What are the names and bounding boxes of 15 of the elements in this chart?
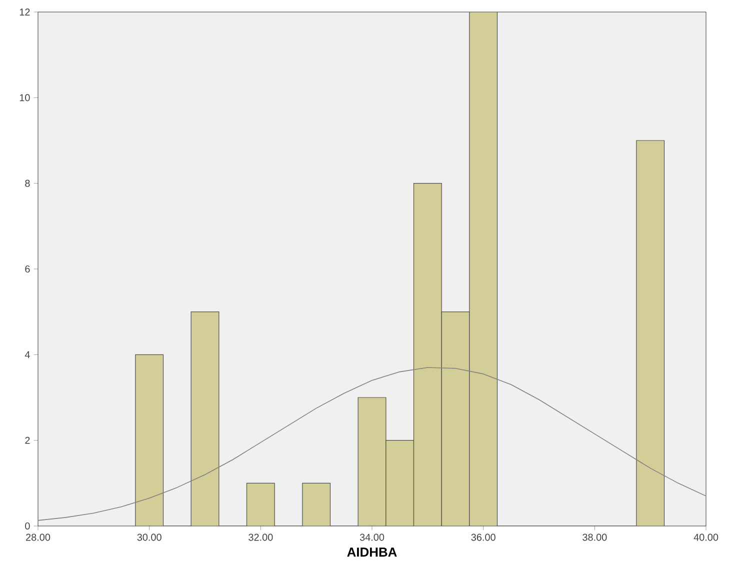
y-tick-label: 12 [20, 8, 30, 16]
y-tick-label: 2 [25, 436, 30, 444]
x-tick-label: 28.00 [26, 534, 50, 541]
x-tick-label: 32.00 [248, 534, 273, 541]
x-tick-label: 40.00 [694, 534, 718, 541]
y-tick-label: 0 [25, 522, 30, 530]
x-tick-label: 38.00 [582, 534, 607, 541]
y-tick-label: 8 [25, 180, 30, 187]
x-tick-label: 36.00 [471, 534, 496, 541]
y-tick-label: 6 [25, 265, 30, 273]
y-tick-label: 4 [24, 351, 30, 358]
x-tick-label: 30.00 [137, 534, 162, 541]
x-axis-title: AIDHBA [347, 548, 397, 557]
y-tick-label: 10 [20, 94, 30, 102]
x-tick-label: 34.00 [360, 534, 384, 541]
